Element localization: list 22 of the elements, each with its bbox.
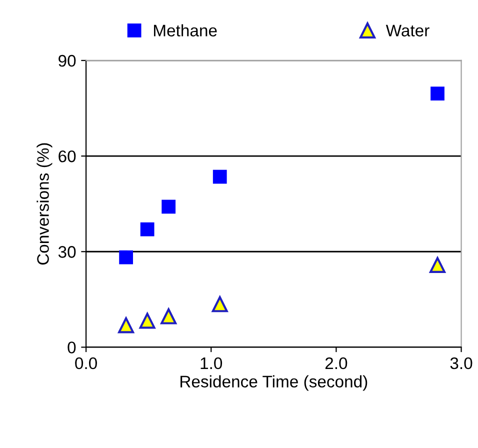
y-tick-label: 90 bbox=[58, 54, 76, 67]
y-axis-title: Conversions (%) bbox=[36, 143, 52, 265]
point bbox=[162, 200, 176, 214]
point bbox=[160, 308, 177, 324]
point bbox=[212, 170, 227, 184]
legend-label: Water bbox=[386, 24, 430, 36]
point bbox=[119, 250, 134, 264]
x-tick-label: 2.0 bbox=[325, 357, 348, 370]
legend-label: Methane bbox=[154, 24, 217, 36]
x-axis-title: Residence Time (second) bbox=[180, 375, 368, 391]
point bbox=[140, 222, 154, 236]
point bbox=[430, 257, 446, 273]
point bbox=[139, 312, 156, 329]
y-tick-label: 60 bbox=[58, 150, 76, 162]
point bbox=[118, 317, 134, 334]
x-tick-label: 1.0 bbox=[200, 357, 222, 370]
y-tick-label: 30 bbox=[58, 246, 76, 258]
x-tick-label: 3.0 bbox=[450, 357, 472, 370]
point bbox=[212, 296, 228, 312]
point bbox=[430, 86, 444, 101]
y-tick-label: 0 bbox=[68, 342, 76, 354]
x-tick-label: 0.0 bbox=[75, 357, 97, 370]
